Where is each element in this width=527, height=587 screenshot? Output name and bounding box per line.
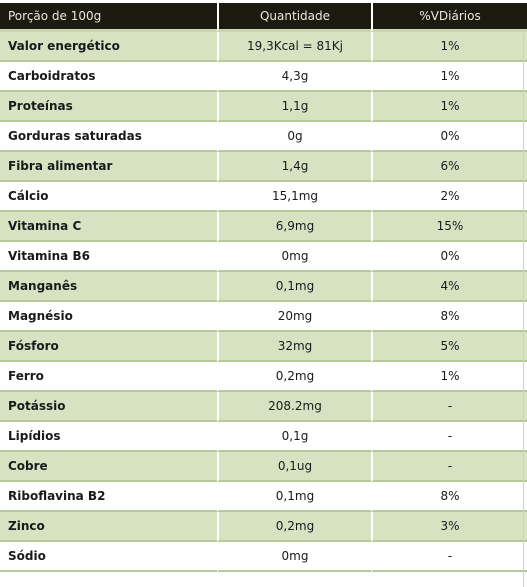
nutrient-quantity: 0g: [217, 122, 371, 152]
nutrient-name: Zinco: [0, 512, 217, 542]
table-row: Ferro 0,2mg 1%: [0, 362, 527, 392]
nutrient-quantity: 15,1mg: [217, 182, 371, 212]
header-quantity: Quantidade: [217, 0, 371, 32]
table-header: Porção de 100g Quantidade %VDiários: [0, 0, 527, 32]
nutrient-name: Gorduras saturadas: [0, 122, 217, 152]
nutrient-name: Vitamina C: [0, 212, 217, 242]
table-row: Magnésio 20mg 8%: [0, 302, 527, 332]
nutrient-daily-value: -: [371, 452, 527, 482]
nutrient-quantity: 0,1mg: [217, 482, 371, 512]
nutrient-name: Potássio: [0, 392, 217, 422]
nutrient-quantity: 19,3Kcal = 81Kj: [217, 32, 371, 62]
table-row: Zinco 0,2mg 3%: [0, 512, 527, 542]
nutrient-name: Vitamina B6: [0, 242, 217, 272]
nutrient-name: Valor energético: [0, 32, 217, 62]
table-row: Fibra alimentar 1,4g 6%: [0, 152, 527, 182]
nutrient-name: Manganês: [0, 272, 217, 302]
nutrient-daily-value: 1%: [371, 32, 527, 62]
nutrient-quantity: 0,1g: [217, 422, 371, 452]
nutrient-daily-value: 8%: [371, 302, 527, 332]
nutrition-table: Porção de 100g Quantidade %VDiários Valo…: [0, 0, 527, 572]
table-row: Lipídios 0,1g -: [0, 422, 527, 452]
nutrient-daily-value: 1%: [371, 92, 527, 122]
nutrient-daily-value: 0%: [371, 122, 527, 152]
header-daily-value: %VDiários: [371, 0, 527, 32]
table-row: Vitamina C 6,9mg 15%: [0, 212, 527, 242]
header-portion: Porção de 100g: [0, 0, 217, 32]
nutrient-quantity: 208.2mg: [217, 392, 371, 422]
table-row: Vitamina B6 0mg 0%: [0, 242, 527, 272]
nutrient-name: Sódio: [0, 542, 217, 572]
nutrient-daily-value: 6%: [371, 152, 527, 182]
nutrient-name: Lipídios: [0, 422, 217, 452]
table-row: Fósforo 32mg 5%: [0, 332, 527, 362]
table-row: Gorduras saturadas 0g 0%: [0, 122, 527, 152]
nutrient-quantity: 0,1mg: [217, 272, 371, 302]
nutrient-name: Cálcio: [0, 182, 217, 212]
nutrient-quantity: 32mg: [217, 332, 371, 362]
table-row: Carboidratos 4,3g 1%: [0, 62, 527, 92]
nutrient-quantity: 0mg: [217, 242, 371, 272]
nutrient-daily-value: 1%: [371, 362, 527, 392]
nutrient-name: Cobre: [0, 452, 217, 482]
nutrient-name: Carboidratos: [0, 62, 217, 92]
nutrient-daily-value: 0%: [371, 242, 527, 272]
nutrient-daily-value: 8%: [371, 482, 527, 512]
nutrient-daily-value: 1%: [371, 62, 527, 92]
nutrient-quantity: 6,9mg: [217, 212, 371, 242]
nutrient-daily-value: -: [371, 422, 527, 452]
table-row: Sódio 0mg -: [0, 542, 527, 572]
nutrient-name: Magnésio: [0, 302, 217, 332]
table-right-border: [523, 34, 524, 587]
table-row: Potássio 208.2mg -: [0, 392, 527, 422]
nutrient-quantity: 0,2mg: [217, 362, 371, 392]
nutrient-quantity: 0mg: [217, 542, 371, 572]
nutrient-daily-value: 3%: [371, 512, 527, 542]
header-row: Porção de 100g Quantidade %VDiários: [0, 0, 527, 32]
nutrient-daily-value: 4%: [371, 272, 527, 302]
nutrient-quantity: 0,2mg: [217, 512, 371, 542]
nutrient-daily-value: -: [371, 542, 527, 572]
nutrient-daily-value: 2%: [371, 182, 527, 212]
nutrient-quantity: 1,1g: [217, 92, 371, 122]
nutrient-daily-value: 15%: [371, 212, 527, 242]
nutrient-name: Proteínas: [0, 92, 217, 122]
nutrient-name: Ferro: [0, 362, 217, 392]
nutrient-quantity: 0,1ug: [217, 452, 371, 482]
nutrient-name: Fibra alimentar: [0, 152, 217, 182]
table-body: Valor energético 19,3Kcal = 81Kj 1% Carboid…: [0, 32, 527, 572]
nutrient-daily-value: -: [371, 392, 527, 422]
nutrient-daily-value: 5%: [371, 332, 527, 362]
table-row: Riboflavina B2 0,1mg 8%: [0, 482, 527, 512]
table-row: Proteínas 1,1g 1%: [0, 92, 527, 122]
nutrient-quantity: 20mg: [217, 302, 371, 332]
table-row: Cobre 0,1ug -: [0, 452, 527, 482]
table-row: Manganês 0,1mg 4%: [0, 272, 527, 302]
nutrient-quantity: 4,3g: [217, 62, 371, 92]
nutrient-name: Riboflavina B2: [0, 482, 217, 512]
nutrient-name: Fósforo: [0, 332, 217, 362]
table-row: Cálcio 15,1mg 2%: [0, 182, 527, 212]
table-row: Valor energético 19,3Kcal = 81Kj 1%: [0, 32, 527, 62]
nutrient-quantity: 1,4g: [217, 152, 371, 182]
